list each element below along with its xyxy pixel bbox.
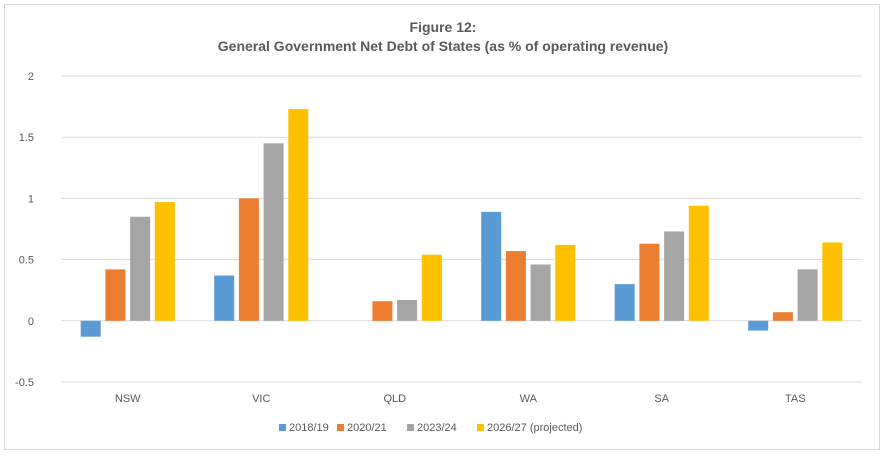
- bar-tas-2: [772, 312, 793, 321]
- chart-title: Figure 12:: [410, 19, 477, 35]
- bar-vic-1: [214, 275, 235, 321]
- y-tick-label: 0: [28, 316, 34, 328]
- x-tick-label: VIC: [252, 393, 270, 405]
- legend-swatch: [407, 424, 414, 431]
- legend-label: 2018/19: [289, 422, 329, 434]
- y-tick-label: 2: [28, 71, 34, 83]
- y-tick-label: 0.5: [19, 255, 34, 267]
- y-tick-label: -0.5: [15, 377, 34, 389]
- legend-label: 2023/24: [417, 422, 457, 434]
- legend-label: 2026/27 (projected): [487, 422, 582, 434]
- bar-vic-4: [288, 109, 309, 321]
- bar-wa-4: [555, 244, 576, 321]
- x-tick-label: SA: [654, 393, 669, 405]
- bar-qld-2: [372, 301, 393, 321]
- legend-label: 2020/21: [347, 422, 387, 434]
- bar-nsw-4: [154, 202, 175, 321]
- y-tick-label: 1: [28, 193, 34, 205]
- bar-sa-1: [614, 284, 635, 321]
- bar-qld-3: [397, 299, 418, 321]
- bar-sa-4: [688, 205, 709, 321]
- bar-nsw-1: [80, 320, 101, 337]
- bar-vic-3: [263, 143, 284, 321]
- chart-subtitle: General Government Net Debt of States (a…: [218, 38, 668, 54]
- bar-wa-1: [481, 211, 502, 321]
- bar-nsw-2: [105, 269, 126, 321]
- legend-swatch: [279, 424, 286, 431]
- legend-swatch: [337, 424, 344, 431]
- bar-vic-2: [238, 198, 259, 321]
- x-tick-label: QLD: [383, 393, 406, 405]
- legend-swatch: [477, 424, 484, 431]
- bar-qld-4: [421, 254, 442, 321]
- bar-sa-3: [664, 231, 685, 321]
- bar-tas-1: [748, 320, 769, 331]
- x-tick-label: NSW: [115, 393, 141, 405]
- bar-sa-2: [639, 243, 660, 321]
- y-tick-label: 1.5: [19, 132, 34, 144]
- bar-tas-4: [822, 242, 843, 321]
- bar-tas-3: [797, 269, 818, 321]
- bar-nsw-3: [130, 216, 151, 321]
- x-tick-label: WA: [520, 393, 538, 405]
- bar-wa-2: [505, 251, 526, 321]
- bar-wa-3: [530, 264, 551, 321]
- x-tick-label: TAS: [785, 393, 806, 405]
